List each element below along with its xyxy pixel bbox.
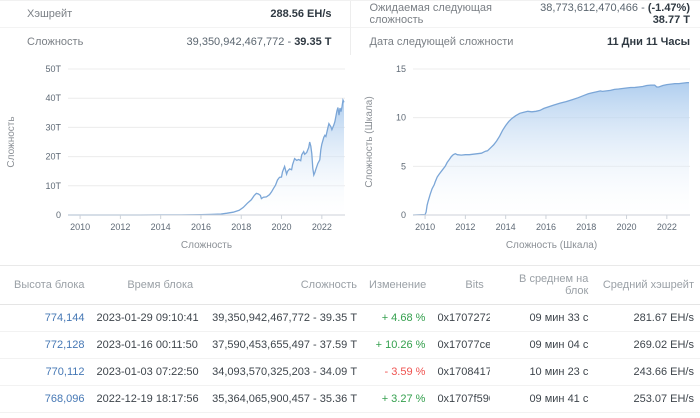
hashrate-label: Хэшрейт [27,8,73,20]
block-time: 2022-12-06 04:50:29 [90,412,200,418]
difficulty-history-table: Высота блока Время блока Сложность Измен… [0,265,700,418]
next-difficulty-value-plain: 38,773,612,470,466 - [540,2,648,14]
svg-text:5: 5 [401,161,406,171]
avg-block-time: 09 мин 41 с [489,385,595,413]
hashrate-value-bold: 288.56 EH/s [270,8,332,20]
svg-text:2018: 2018 [231,222,251,232]
svg-text:20T: 20T [45,152,61,162]
svg-text:2022: 2022 [657,222,677,232]
svg-text:50T: 50T [45,64,61,74]
svg-text:Сложность (Шкала): Сложность (Шкала) [364,96,375,187]
svg-text:10T: 10T [45,181,61,191]
stat-row-next-date: Дата следующей сложности 11 Дни 11 Часы [351,28,700,55]
difficulty-cell: 34,093,570,325,203 - 34.09 Т [199,358,364,386]
col-header-block-time: Время блока [90,265,200,305]
avg-hashrate: 269.02 EH/s [594,331,700,359]
table-row: 774,144 2023-01-29 09:10:41 39,350,942,4… [0,304,700,332]
block-time: 2023-01-29 09:10:41 [90,304,200,332]
change-value: + 10.26 % [375,339,426,351]
block-time: 2022-12-19 18:17:56 [90,385,200,413]
table-header-row: Высота блока Время блока Сложность Измен… [0,265,700,305]
svg-text:2016: 2016 [191,222,211,232]
col-header-bits: Bits [431,265,490,305]
svg-text:40T: 40T [45,93,61,103]
avg-block-time: 09 мин 33 с [489,304,595,332]
bits-value: 0x1707f590 [431,385,490,413]
avg-block-time: 09 мин 04 с [489,331,595,359]
next-date-label: Дата следующей сложности [369,35,514,48]
difficulty-cell: 37,590,453,655,497 - 37.59 Т [199,331,364,359]
next-date-value-bold: 11 Дни 11 Часы [606,35,690,48]
col-header-avg-block: В среднем на блок [489,265,595,305]
svg-text:Сложность: Сложность [181,240,232,251]
svg-text:2010: 2010 [415,222,435,232]
difficulty-chart[interactable]: 0 10T 20T 30T 40T 50T 2010 2012 2014 2016 2018 2020… [0,57,350,259]
table-row: 772,128 2023-01-16 00:11:50 37,590,453,6… [0,331,700,359]
next-difficulty-label: Ожидаемая следующая сложность [369,2,493,26]
svg-text:2020: 2020 [617,222,637,232]
col-header-avg-hashrate: Средний хэшрейт [594,265,700,305]
block-time: 2023-01-16 00:11:50 [90,331,200,359]
col-header-change: Изменение [363,265,432,305]
svg-text:10: 10 [396,113,406,123]
svg-text:2020: 2020 [272,222,292,232]
difficulty-value-bold: 39.35 Т [294,35,332,48]
next-date-value: 11 Дни 11 Часы [607,36,690,48]
table-row: 766,080 2022-12-06 04:50:29 34,244,331,6… [0,412,700,418]
block-time: 2023-01-03 07:22:50 [90,358,200,386]
svg-text:2022: 2022 [312,222,332,232]
avg-block-time: 10 мин 48 с [489,412,595,418]
change-value: + 4.68 % [381,312,426,324]
table-row: 768,096 2022-12-19 18:17:56 35,364,065,9… [0,385,700,413]
block-height-link[interactable]: 772,128 [44,339,85,351]
svg-text:30T: 30T [45,122,61,132]
svg-text:2014: 2014 [496,222,516,232]
col-header-difficulty: Сложность [199,265,364,305]
svg-text:2010: 2010 [70,222,90,232]
difficulty-cell: 35,364,065,900,457 - 35.36 Т [199,385,364,413]
avg-hashrate: 281.67 EH/s [594,304,700,332]
svg-text:15: 15 [396,64,406,74]
bits-value: 0x17072720 [431,304,490,332]
difficulty-value: 39,350,942,467,772 - 39.35 Т [187,36,332,48]
difficulty-scale-chart[interactable]: 0 5 10 15 2010 2012 2014 2016 2018 2020 2022 Сложно… [350,57,700,259]
svg-text:0: 0 [56,210,61,220]
svg-text:2012: 2012 [455,222,475,232]
hashrate-value: 288.56 EH/s [270,8,331,20]
stats-col-next: Ожидаемая следующая сложность 38,773,612… [349,1,700,55]
difficulty-label: Сложность [27,35,84,48]
difficulty-cell: 34,244,331,613,176 - 34.24 Т [199,412,364,418]
difficulty-cell: 39,350,942,467,772 - 39.35 Т [199,304,364,332]
avg-block-time: 10 мин 23 с [489,358,595,386]
stat-row-next-difficulty: Ожидаемая следующая сложность 38,773,612… [350,1,700,28]
avg-hashrate: 245.10 EH/s [594,412,700,418]
bits-value: 0x17077ce2 [431,331,490,359]
stat-row-hashrate: Хэшрейт 288.56 EH/s [0,1,350,28]
block-height-link[interactable]: 770,112 [45,366,85,378]
charts-section: 0 10T 20T 30T 40T 50T 2010 2012 2014 2016 2018 2020… [0,57,700,259]
bits-value: 0x17083830 [431,412,490,418]
svg-text:Сложность: Сложность [6,116,17,167]
stats-section: Хэшрейт 288.56 EH/s Сложность 39,350,942… [0,0,700,55]
stat-row-difficulty: Сложность 39,350,942,467,772 - 39.35 Т [0,28,350,55]
avg-hashrate: 253.07 EH/s [594,385,700,413]
col-header-block-height: Высота блока [0,265,91,305]
block-height-link[interactable]: 768,096 [44,393,85,405]
svg-text:Сложность (Шкала): Сложность (Шкала) [506,240,597,251]
table-row: 770,112 2023-01-03 07:22:50 34,093,570,3… [0,358,700,386]
svg-text:0: 0 [401,210,406,220]
stats-col-current: Хэшрейт 288.56 EH/s Сложность 39,350,942… [0,1,350,55]
change-value: + 3.27 % [381,393,426,405]
svg-text:2012: 2012 [110,222,130,232]
change-value: - 3.59 % [384,366,426,378]
next-difficulty-value-bold: (-1.47%) 38.77 Т [647,2,690,26]
svg-text:2018: 2018 [576,222,596,232]
svg-text:2014: 2014 [151,222,171,232]
next-difficulty-value: 38,773,612,470,466 - (-1.47%) 38.77 Т [525,2,690,26]
difficulty-value-plain: 39,350,942,467,772 - [186,35,295,48]
svg-text:2016: 2016 [536,222,556,232]
avg-hashrate: 243.66 EH/s [594,358,700,386]
bits-value: 0x1708417e [431,358,490,386]
block-height-link[interactable]: 774,144 [44,312,85,324]
